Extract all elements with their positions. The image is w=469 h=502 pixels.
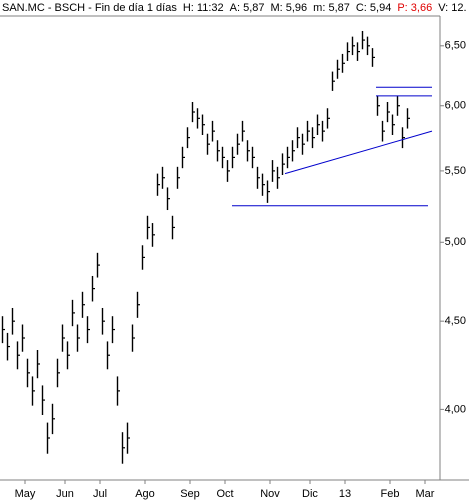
y-tick-label: 6,50 bbox=[445, 40, 466, 52]
info-field: m: 5,87 bbox=[313, 2, 350, 14]
x-tick-label: May bbox=[15, 488, 36, 500]
x-tick-label: Nov bbox=[260, 488, 280, 500]
info-field: V: 12. bbox=[438, 2, 466, 14]
y-tick-label: 5,50 bbox=[445, 165, 466, 177]
y-tick-label: 4,50 bbox=[445, 315, 466, 327]
x-tick-label: Jul bbox=[93, 488, 107, 500]
info-field: P: 3,66 bbox=[397, 2, 432, 14]
x-tick-label: Mar bbox=[416, 488, 435, 500]
x-tick-label: Sep bbox=[180, 488, 200, 500]
info-field: C: 5,94 bbox=[356, 2, 391, 14]
x-tick-label: Oct bbox=[216, 488, 233, 500]
x-tick-label: Dic bbox=[302, 488, 318, 500]
x-tick-label: Jun bbox=[56, 488, 74, 500]
y-tick-label: 5,00 bbox=[445, 236, 466, 248]
x-tick-label: 13 bbox=[339, 488, 351, 500]
y-tick-label: 4,00 bbox=[445, 403, 466, 415]
trendline bbox=[284, 130, 433, 175]
x-tick-label: Ago bbox=[135, 488, 155, 500]
chart-title: SAN.MC - BSCH - Fin de día 1 días bbox=[2, 2, 177, 14]
info-field: M: 5,96 bbox=[270, 2, 307, 14]
x-tick-label: Feb bbox=[381, 488, 400, 500]
y-tick-label: 6,00 bbox=[445, 100, 466, 112]
info-field: H: 11:32 bbox=[183, 2, 224, 14]
info-field: A: 5,87 bbox=[230, 2, 265, 14]
